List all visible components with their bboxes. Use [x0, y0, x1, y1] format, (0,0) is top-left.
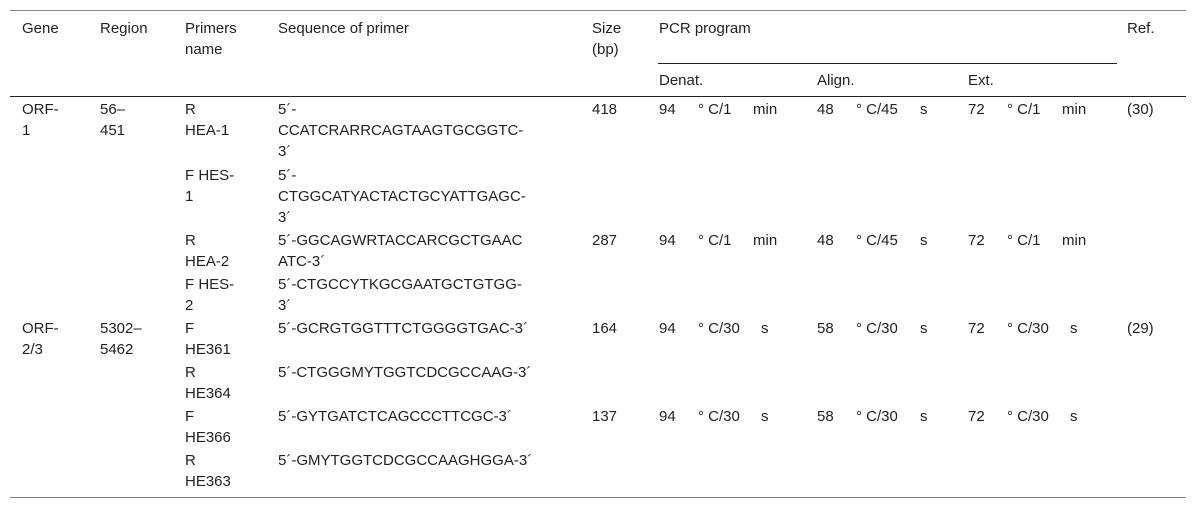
gene-cell: ORF- [22, 320, 59, 337]
primer-cell-cont: 1 [185, 188, 194, 205]
sequence-cell: 5´- [278, 167, 297, 184]
align-time: s [920, 101, 928, 118]
pcr-subheader-rule [658, 63, 1117, 64]
header-primers-name-line2: name [185, 41, 223, 58]
denat-unit: ° C/1 [698, 101, 732, 118]
header-denat: Denat. [659, 72, 704, 89]
primer-cell: R [185, 452, 196, 469]
primer-cell: F [185, 408, 195, 425]
primer-table: Gene Region Primers name Sequence of pri… [10, 10, 1186, 498]
align-temp: 58 [817, 320, 834, 337]
ext-time: s [1070, 320, 1078, 337]
denat-time: min [753, 232, 778, 249]
sequence-cell: 5´-GCRGTGGTTTCTGGGGTGAC-3´ [278, 320, 528, 337]
gene-cell-cont: 1 [22, 122, 31, 139]
ext-time: min [1062, 101, 1087, 118]
ext-unit: ° C/1 [1007, 101, 1041, 118]
denat-time: min [753, 101, 778, 118]
ext-unit: ° C/1 [1007, 232, 1041, 249]
primer-cell-cont: HE363 [185, 473, 231, 490]
ext-unit: ° C/30 [1007, 408, 1049, 425]
denat-temp: 94 [659, 101, 676, 118]
header-pcr-program: PCR program [659, 20, 751, 37]
primer-cell-cont: HE361 [185, 341, 231, 358]
header-sequence: Sequence of primer [278, 20, 409, 37]
size-cell: 137 [592, 408, 618, 425]
primer-cell: F [185, 320, 195, 337]
ext-temp: 72 [968, 232, 985, 249]
primer-cell-cont: HE364 [185, 385, 231, 402]
header-ref: Ref. [1127, 20, 1155, 37]
sequence-cell: 5´-GMYTGGTCDCGCCAAGHGGA-3´ [278, 452, 533, 469]
ext-unit: ° C/30 [1007, 320, 1049, 337]
ref-cell: (29) [1127, 320, 1154, 337]
primer-cell: R [185, 364, 196, 381]
header-region: Region [100, 20, 148, 37]
align-time: s [920, 408, 928, 425]
gene-cell-cont: 2/3 [22, 341, 43, 358]
ext-time: min [1062, 232, 1087, 249]
sequence-cell-cont: 3´ [278, 297, 292, 314]
primer-cell: F HES- [185, 167, 235, 184]
gene-cell: ORF- [22, 101, 59, 118]
sequence-cell: 5´-GYTGATCTCAGCCCTTCGC-3´ [278, 408, 512, 425]
align-temp: 48 [817, 101, 834, 118]
align-temp: 48 [817, 232, 834, 249]
ref-cell: (30) [1127, 101, 1154, 118]
region-cell: 56– [100, 101, 126, 118]
align-time: s [920, 320, 928, 337]
align-unit: ° C/45 [856, 101, 898, 118]
ext-temp: 72 [968, 408, 985, 425]
header-size-line1: Size [592, 20, 622, 37]
denat-temp: 94 [659, 320, 676, 337]
size-cell: 287 [592, 232, 618, 249]
denat-time: s [761, 320, 769, 337]
ext-temp: 72 [968, 101, 985, 118]
region-cell-cont: 5462 [100, 341, 134, 358]
align-unit: ° C/45 [856, 232, 898, 249]
denat-temp: 94 [659, 232, 676, 249]
sequence-cell: 5´-CTGCCYTKGCGAATGCTGTGG- [278, 276, 522, 293]
sequence-cell: 5´-CTGGGMYTGGTCDCGCCAAG-3´ [278, 364, 532, 381]
size-cell: 164 [592, 320, 618, 337]
ext-time: s [1070, 408, 1078, 425]
align-temp: 58 [817, 408, 834, 425]
sequence-cell-cont: 3´ [278, 209, 292, 226]
denat-temp: 94 [659, 408, 676, 425]
region-cell-cont: 451 [100, 122, 126, 139]
primer-cell: R [185, 101, 196, 118]
sequence-cell: 5´-GGCAGWRTACCARCGCTGAAC [278, 232, 523, 249]
header-align: Align. [817, 72, 855, 89]
align-unit: ° C/30 [856, 320, 898, 337]
header-ext: Ext. [968, 72, 994, 89]
align-unit: ° C/30 [856, 408, 898, 425]
primer-cell: F HES- [185, 276, 235, 293]
ext-temp: 72 [968, 320, 985, 337]
header-gene: Gene [22, 20, 59, 37]
sequence-cell: 5´- [278, 101, 297, 118]
denat-unit: ° C/1 [698, 232, 732, 249]
primer-cell-cont: HE366 [185, 429, 231, 446]
align-time: s [920, 232, 928, 249]
sequence-cell-cont: 3´ [278, 143, 292, 160]
header-primers-name-line1: Primers [185, 20, 237, 37]
primer-cell-cont: HEA-2 [185, 253, 230, 270]
denat-unit: ° C/30 [698, 408, 740, 425]
sequence-cell-cont: ATC-3´ [278, 253, 326, 270]
sequence-cell-cont: CCATCRARRCAGTAAGTGCGGTC- [278, 122, 524, 139]
denat-unit: ° C/30 [698, 320, 740, 337]
sequence-cell-cont: CTGGCATYACTACTGCYATTGAGC- [278, 188, 526, 205]
primer-cell-cont: 2 [185, 297, 194, 314]
primer-cell-cont: HEA-1 [185, 122, 230, 139]
header-size-line2: (bp) [592, 41, 619, 58]
denat-time: s [761, 408, 769, 425]
header-rule [10, 96, 1186, 97]
region-cell: 5302– [100, 320, 142, 337]
primer-cell: R [185, 232, 196, 249]
size-cell: 418 [592, 101, 618, 118]
